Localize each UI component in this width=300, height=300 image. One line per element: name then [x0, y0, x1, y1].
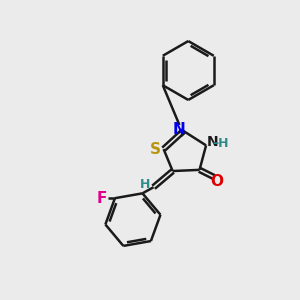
Text: F: F	[97, 191, 107, 206]
Text: S: S	[150, 142, 161, 157]
Text: N: N	[207, 135, 218, 149]
Text: H: H	[140, 178, 151, 191]
Text: O: O	[211, 174, 224, 189]
Text: N: N	[173, 122, 186, 137]
Text: –H: –H	[213, 136, 229, 149]
